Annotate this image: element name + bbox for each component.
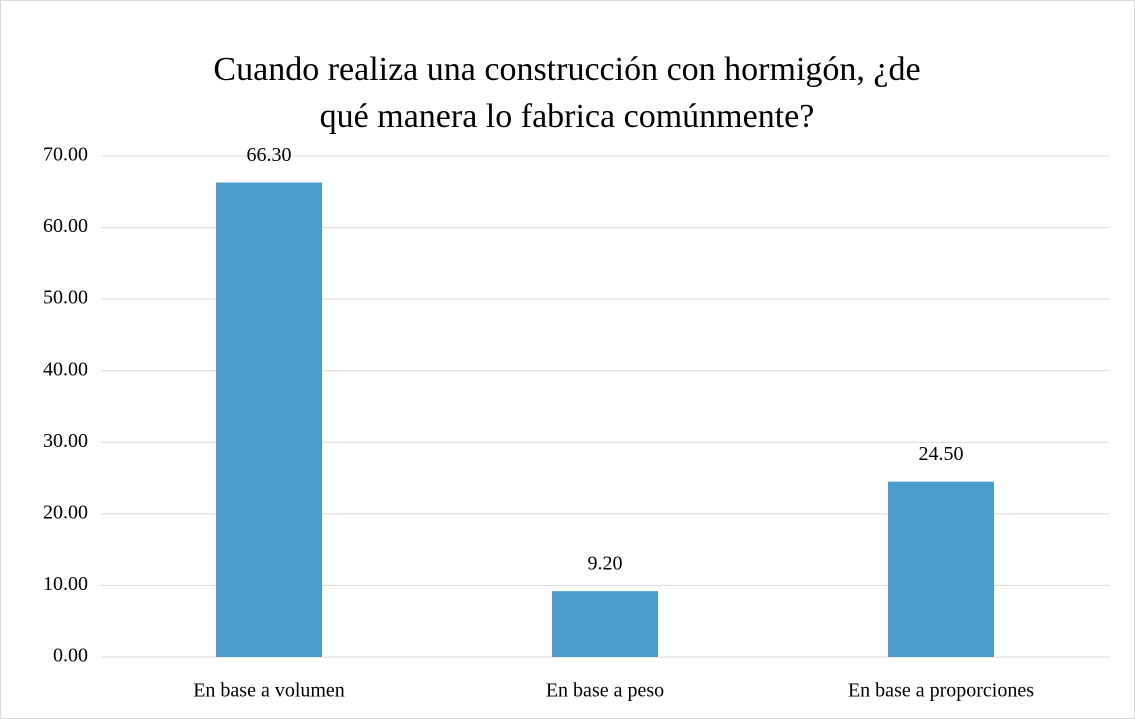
x-tick-label: En base a volumen <box>193 680 345 702</box>
bar <box>552 591 658 657</box>
data-label: 24.50 <box>919 443 964 465</box>
y-tick-label: 50.00 <box>43 287 88 309</box>
data-label: 9.20 <box>588 553 623 575</box>
bar <box>888 481 994 657</box>
x-tick-label: En base a proporciones <box>848 680 1034 702</box>
y-tick-label: 0.00 <box>53 645 88 667</box>
y-tick-label: 70.00 <box>43 144 88 166</box>
y-tick-label: 30.00 <box>43 430 88 452</box>
y-tick-label: 10.00 <box>43 573 88 595</box>
y-tick-label: 60.00 <box>43 215 88 237</box>
y-tick-label: 20.00 <box>43 501 88 523</box>
chart-title: Cuando realiza una construcción con horm… <box>213 51 921 135</box>
bar <box>216 182 322 657</box>
y-tick-label: 40.00 <box>43 358 88 380</box>
x-tick-label: En base a peso <box>546 680 664 702</box>
data-label: 66.30 <box>247 144 292 166</box>
